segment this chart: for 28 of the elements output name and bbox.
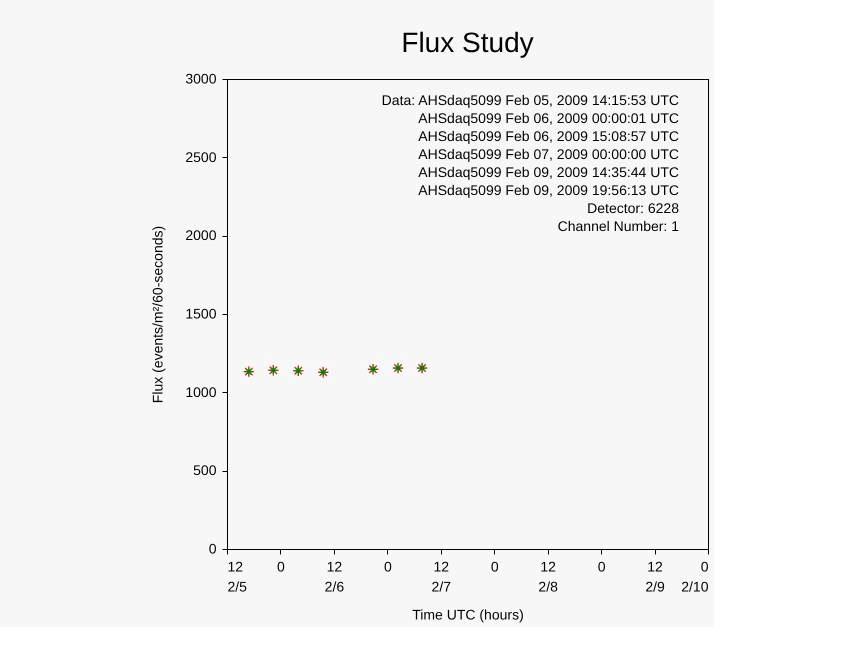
x-tick-label: 12 2/5 <box>228 558 248 594</box>
y-tick-label: 1000 <box>185 384 217 400</box>
y-tick-label: 1500 <box>185 306 217 322</box>
chart-title: Flux Study <box>401 27 534 58</box>
x-tick-label: 12 2/9 <box>645 558 665 594</box>
y-tick-label: 2500 <box>185 148 217 165</box>
annotation: AHSdaq5099 Feb 07, 2009 00:00:00 UTC <box>418 146 679 162</box>
annotation: Data: AHSdaq5099 Feb 05, 2009 14:15:53 UTC <box>382 92 679 108</box>
x-tick-label: 0 2/10 <box>681 558 709 594</box>
annotation: Channel Number: 1 <box>558 218 680 234</box>
x-tick-label: 0 <box>490 558 499 574</box>
annotation: AHSdaq5099 Feb 06, 2009 15:08:57 UTC <box>418 128 679 144</box>
y-tick-label: 500 <box>193 462 217 478</box>
x-axis-title: Time UTC (hours) <box>412 606 524 622</box>
x-tick-label: 12 2/8 <box>538 558 558 594</box>
x-tick-label: 12 2/7 <box>432 558 452 594</box>
annotation: Detector: 6228 <box>587 200 680 216</box>
y-axis-title: Flux (events/m²/60-seconds) <box>149 226 166 404</box>
y-tick-label: 2000 <box>185 227 217 244</box>
x-tick-label: 0 <box>598 558 606 574</box>
y-tick-label: 3000 <box>185 70 217 86</box>
annotation: AHSdaq5099 Feb 09, 2009 19:56:13 UTC <box>418 182 679 198</box>
annotation: AHSdaq5099 Feb 06, 2009 00:00:01 UTC <box>418 110 679 126</box>
annotation: AHSdaq5099 Feb 09, 2009 14:35:44 UTC <box>418 164 679 180</box>
x-tick-label: 0 <box>384 558 392 574</box>
x-tick-label: 12 2/6 <box>324 558 344 594</box>
y-tick-label: 0 <box>208 540 217 556</box>
x-tick-label: 0 <box>277 558 286 574</box>
